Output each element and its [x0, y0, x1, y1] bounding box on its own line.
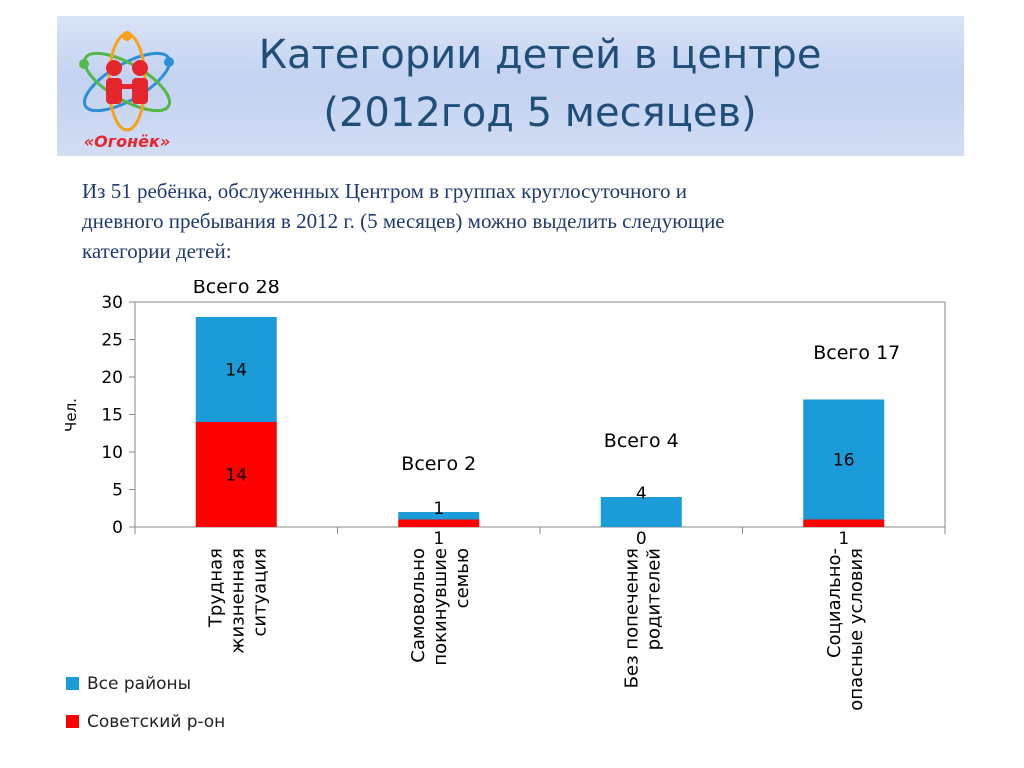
intro-line: Из 51 ребёнка, обслуженных Центром в гру… — [82, 179, 687, 203]
data-label-sovetsky: 14 — [225, 466, 247, 486]
intro-line: категории детей: — [82, 239, 232, 263]
legend-swatch-all — [66, 677, 79, 690]
total-label: Всего 28 — [193, 280, 280, 298]
atom-logo-icon — [79, 31, 174, 132]
legend-item-sovetsky: Советский р-он — [66, 712, 225, 732]
legend-item-all: Все районы — [66, 674, 191, 694]
header-band — [57, 16, 964, 156]
legend-label: Советский р-он — [87, 712, 226, 732]
data-label-sovetsky: 1 — [838, 529, 849, 549]
x-category-label: опасные условия — [846, 548, 867, 711]
x-category-label: семью — [452, 548, 473, 608]
x-category-label: жизненная — [227, 548, 248, 654]
bar-segment-all — [803, 399, 885, 520]
y-axis-label: Чел. — [62, 398, 80, 432]
x-category-label: Трудная — [205, 548, 226, 628]
data-label-sovetsky: 0 — [636, 529, 647, 549]
x-category-label: покинувшие — [430, 548, 451, 666]
data-label-all: 16 — [833, 451, 855, 471]
bar-segment-sovetsky — [803, 519, 885, 527]
total-label: Всего 4 — [604, 430, 679, 452]
intro-text: Из 51 ребёнка, обслуженных Центром в гру… — [82, 176, 962, 266]
x-category-label: ситуация — [249, 548, 270, 637]
data-label-all: 4 — [636, 484, 647, 504]
bar-segment-all — [398, 512, 480, 520]
logo: «Огонёк» — [64, 24, 190, 154]
data-label-all: 1 — [433, 499, 444, 519]
x-category-label: Без попечения — [621, 548, 642, 688]
bar-segment-sovetsky — [398, 519, 480, 527]
title-line: (2012год 5 месяцев) — [323, 90, 757, 136]
data-label-sovetsky: 1 — [433, 529, 444, 549]
data-label-all: 14 — [225, 361, 247, 381]
y-tick-label: 0 — [112, 518, 123, 538]
x-category-label: Социально- — [824, 548, 845, 658]
legend-swatch-sovetsky — [66, 715, 79, 728]
y-tick-label: 5 — [112, 481, 123, 501]
x-category-label: родителей — [643, 548, 664, 650]
total-label: Всего 2 — [401, 453, 476, 475]
y-tick-label: 25 — [101, 331, 123, 351]
bar-segment-sovetsky — [195, 422, 277, 527]
y-tick-label: 10 — [101, 443, 123, 463]
bar-segment-all — [600, 497, 682, 527]
intro-line: дневного пребывания в 2012 г. (5 месяцев… — [82, 209, 725, 233]
y-tick-label: 15 — [101, 406, 123, 426]
x-category-label: Самовольно — [408, 548, 429, 663]
y-tick-label: 30 — [101, 293, 123, 313]
title-line: Категории детей в центре — [258, 32, 822, 78]
total-label: Всего 17 — [813, 342, 900, 364]
legend-label: Все районы — [87, 674, 192, 694]
bar-segment-all — [195, 317, 277, 422]
page-title: Категории детей в центре (2012год 5 меся… — [190, 26, 890, 142]
y-tick-label: 20 — [101, 368, 123, 388]
logo-caption: «Огонёк» — [83, 132, 171, 151]
